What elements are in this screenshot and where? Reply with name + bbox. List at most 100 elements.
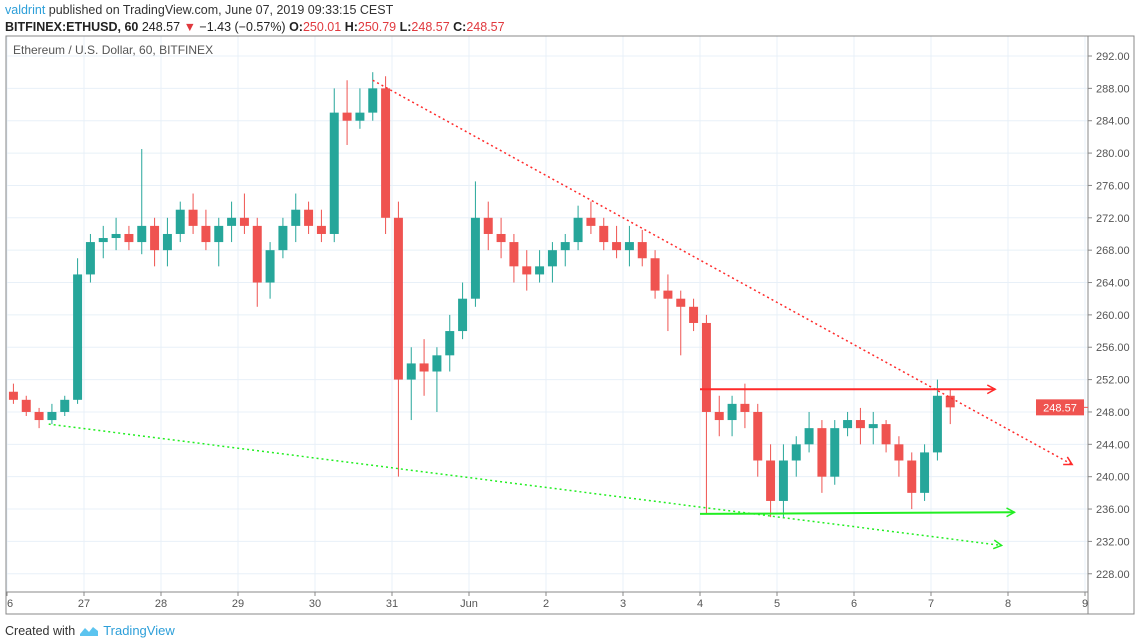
candle <box>766 444 776 518</box>
x-tick-label: 29 <box>232 598 244 610</box>
candle <box>727 395 737 437</box>
candle <box>278 217 288 259</box>
candle-body <box>778 460 788 501</box>
candle <box>843 411 853 437</box>
candle-body <box>535 266 545 275</box>
candle <box>8 383 18 404</box>
candle <box>355 88 365 129</box>
candle <box>817 420 827 493</box>
candle <box>445 314 455 372</box>
y-tick-label: 260.00 <box>1096 310 1130 322</box>
candle <box>239 193 249 234</box>
y-tick-label: 256.00 <box>1096 342 1130 354</box>
candle <box>188 193 198 234</box>
candle-body <box>714 411 724 421</box>
last-price: 248.57 <box>141 20 181 34</box>
y-tick-label: 264.00 <box>1096 278 1130 290</box>
chart-title: Ethereum / U.S. Dollar, 60, BITFINEX <box>13 43 213 57</box>
candle-body <box>509 242 519 267</box>
candle-body <box>445 331 455 356</box>
candle-body <box>419 363 429 372</box>
footer: Created with TradingView <box>5 623 175 638</box>
x-tick-label: 7 <box>928 598 934 610</box>
candle-body <box>137 225 147 243</box>
candle-body <box>945 395 955 408</box>
candle-body <box>907 460 917 493</box>
x-tick-label: 3 <box>620 598 626 610</box>
candle <box>547 242 557 283</box>
candle <box>689 298 699 332</box>
candle-body <box>855 420 865 429</box>
trendline-descending-resistance <box>372 79 1073 466</box>
candle-body <box>483 217 493 234</box>
candle-body <box>150 225 160 251</box>
candle <box>137 149 147 255</box>
y-tick-label: 280.00 <box>1096 148 1130 160</box>
candle-body <box>316 225 326 234</box>
candle <box>98 225 108 259</box>
candle-body <box>753 411 763 461</box>
candle <box>342 80 352 145</box>
y-tick-label: 252.00 <box>1096 375 1130 387</box>
x-tick-label: 4 <box>697 598 703 610</box>
candle <box>329 88 339 243</box>
candle-body <box>432 355 442 372</box>
x-tick-label: 5 <box>774 598 780 610</box>
x-tick-label: 6 <box>851 598 857 610</box>
candle-body <box>663 290 673 299</box>
candle <box>150 217 160 267</box>
x-tick-label: Jun <box>460 598 478 610</box>
candle-body <box>727 403 737 421</box>
candle-body <box>368 88 378 113</box>
low-value: 248.57 <box>411 20 450 34</box>
tradingview-link[interactable]: TradingView <box>103 623 175 638</box>
candle <box>406 347 416 421</box>
candle <box>509 233 519 283</box>
down-arrow-icon: ▼ <box>183 20 196 34</box>
candle <box>907 452 917 510</box>
y-tick-label: 272.00 <box>1096 213 1130 225</box>
candle-body <box>304 209 314 226</box>
candle-body <box>932 395 942 453</box>
last-price-label: 248.57 <box>1043 402 1077 414</box>
high-value: 250.79 <box>357 20 397 34</box>
candle-body <box>650 258 660 291</box>
candle <box>470 181 480 307</box>
candle <box>753 403 763 477</box>
candle <box>932 379 942 461</box>
candle-body <box>175 209 185 234</box>
y-tick-label: 292.00 <box>1096 51 1130 63</box>
candle <box>368 72 378 121</box>
candle-body <box>791 444 801 461</box>
candle-body <box>637 242 647 259</box>
candle <box>586 201 596 234</box>
candle <box>894 436 904 477</box>
candle <box>316 209 326 243</box>
candle <box>175 201 185 243</box>
trendline-arrow-icon <box>986 384 997 395</box>
candle-body <box>547 250 557 267</box>
trendline-arrow-icon <box>1063 456 1074 466</box>
trendline-descending-support <box>48 423 1002 547</box>
x-tick-label: 27 <box>78 598 90 610</box>
y-tick-label: 232.00 <box>1096 536 1130 548</box>
author-link[interactable]: valdrint <box>5 3 46 17</box>
candle <box>111 217 121 251</box>
symbol: BITFINEX:ETHUSD, 60 <box>5 20 139 34</box>
candle-body <box>265 250 275 283</box>
high-label: H: <box>344 20 358 34</box>
candle <box>124 225 134 251</box>
candle <box>701 314 711 514</box>
candle <box>522 250 532 291</box>
candle <box>740 383 750 429</box>
candle <box>304 201 314 234</box>
x-tick-label: 2 <box>543 598 549 610</box>
candle-body <box>393 217 403 380</box>
candle-body <box>381 88 391 218</box>
candle <box>496 217 506 259</box>
candle-body <box>406 363 416 380</box>
candle <box>650 250 660 299</box>
candle-body <box>239 217 249 226</box>
y-tick-label: 288.00 <box>1096 83 1130 95</box>
